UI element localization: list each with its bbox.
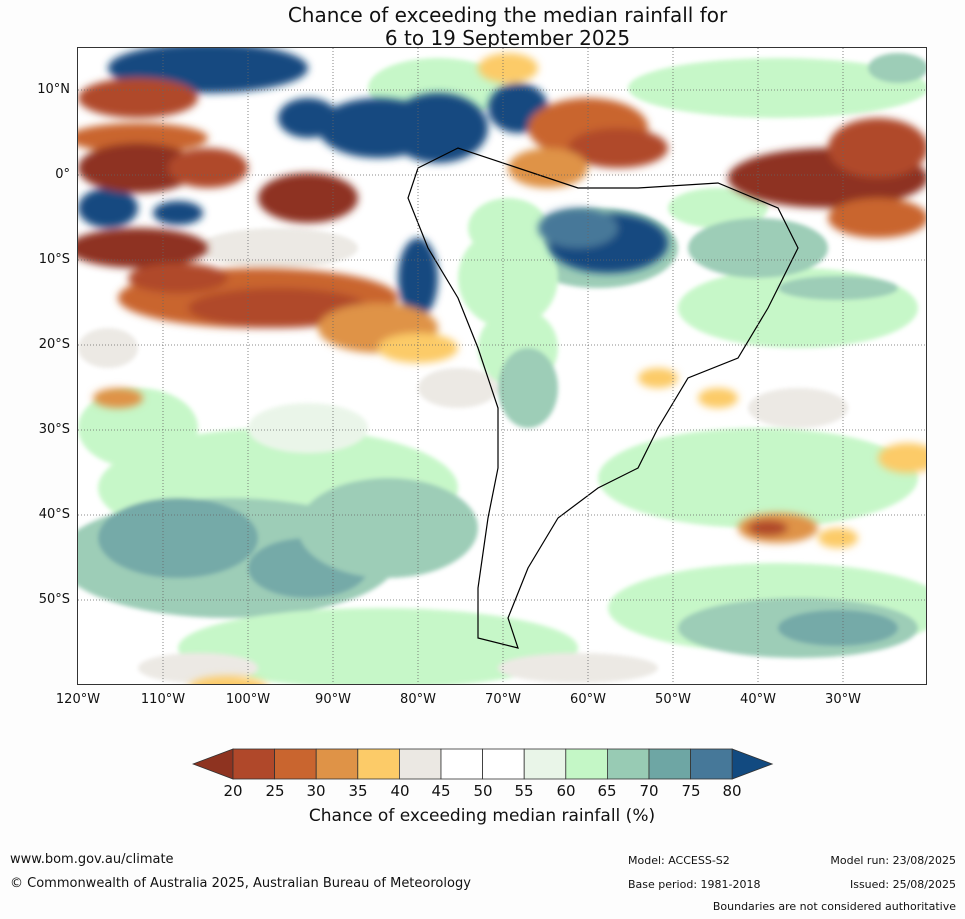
colorbar-segment	[440, 748, 483, 780]
cb-tick-40: 40	[390, 782, 410, 800]
lat-label-0: 0°	[55, 167, 70, 182]
colorbar-segment	[398, 748, 442, 780]
colorbar-segment	[274, 748, 317, 780]
lon-label-40w: 40°W	[740, 692, 776, 707]
lon-label-110w: 110°W	[140, 692, 186, 707]
lon-label-120w: 120°W	[55, 692, 101, 707]
lon-label-30w: 30°W	[825, 692, 861, 707]
lat-label-40s: 40°S	[38, 507, 70, 522]
cb-tick-75: 75	[681, 782, 701, 800]
disclaimer-text: Boundaries are not considered authoritat…	[712, 900, 956, 913]
colorbar-high-arrow	[731, 748, 774, 780]
lat-label-10s: 10°S	[38, 252, 70, 267]
model-text: Model: ACCESS-S2	[628, 854, 730, 867]
lat-label-10n: 10°N	[37, 82, 70, 97]
title-line-1: Chance of exceeding the median rainfall …	[287, 3, 728, 27]
cb-tick-30: 30	[306, 782, 326, 800]
cb-tick-20: 20	[223, 782, 243, 800]
colorbar-segment	[315, 748, 359, 780]
model-run-text: Model run: 23/08/2025	[830, 854, 956, 867]
cb-tick-70: 70	[639, 782, 659, 800]
colorbar-segment	[606, 748, 650, 780]
colorbar-segment	[232, 748, 275, 780]
lon-label-50w: 50°W	[655, 692, 691, 707]
lon-label-70w: 70°W	[485, 692, 521, 707]
rainfall-map	[77, 47, 927, 685]
lat-label-20s: 20°S	[38, 337, 70, 352]
cb-tick-65: 65	[597, 782, 617, 800]
colorbar-label: Chance of exceeding median rainfall (%)	[308, 806, 656, 826]
website-link[interactable]: www.bom.gov.au/climate	[10, 852, 174, 867]
lat-label-50s: 50°S	[38, 592, 70, 607]
cb-tick-80: 80	[722, 782, 742, 800]
copyright-text: © Commonwealth of Australia 2025, Austra…	[10, 876, 471, 891]
lon-label-80w: 80°W	[400, 692, 436, 707]
cb-tick-50: 50	[473, 782, 493, 800]
colorbar-segment	[523, 748, 567, 780]
colorbar-segment	[482, 748, 525, 780]
colorbar	[192, 748, 774, 780]
issued-text: Issued: 25/08/2025	[849, 878, 956, 891]
base-period-text: Base period: 1981-2018	[628, 878, 761, 891]
colorbar-low-arrow	[192, 748, 234, 780]
map-title: Chance of exceeding the median rainfall …	[0, 4, 965, 50]
colorbar-segment	[357, 748, 400, 780]
colorbar-segment	[690, 748, 733, 780]
cb-tick-55: 55	[514, 782, 534, 800]
coastline	[407, 147, 799, 649]
cb-tick-25: 25	[265, 782, 285, 800]
lon-label-100w: 100°W	[225, 692, 271, 707]
lat-label-30s: 30°S	[38, 422, 70, 437]
map-canvas	[78, 48, 926, 684]
colorbar-segment	[565, 748, 608, 780]
lon-label-90w: 90°W	[315, 692, 351, 707]
cb-tick-60: 60	[556, 782, 576, 800]
lon-label-60w: 60°W	[570, 692, 606, 707]
cb-tick-35: 35	[348, 782, 368, 800]
title-line-2: 6 to 19 September 2025	[384, 26, 631, 50]
cb-tick-45: 45	[431, 782, 451, 800]
colorbar-segment	[648, 748, 691, 780]
